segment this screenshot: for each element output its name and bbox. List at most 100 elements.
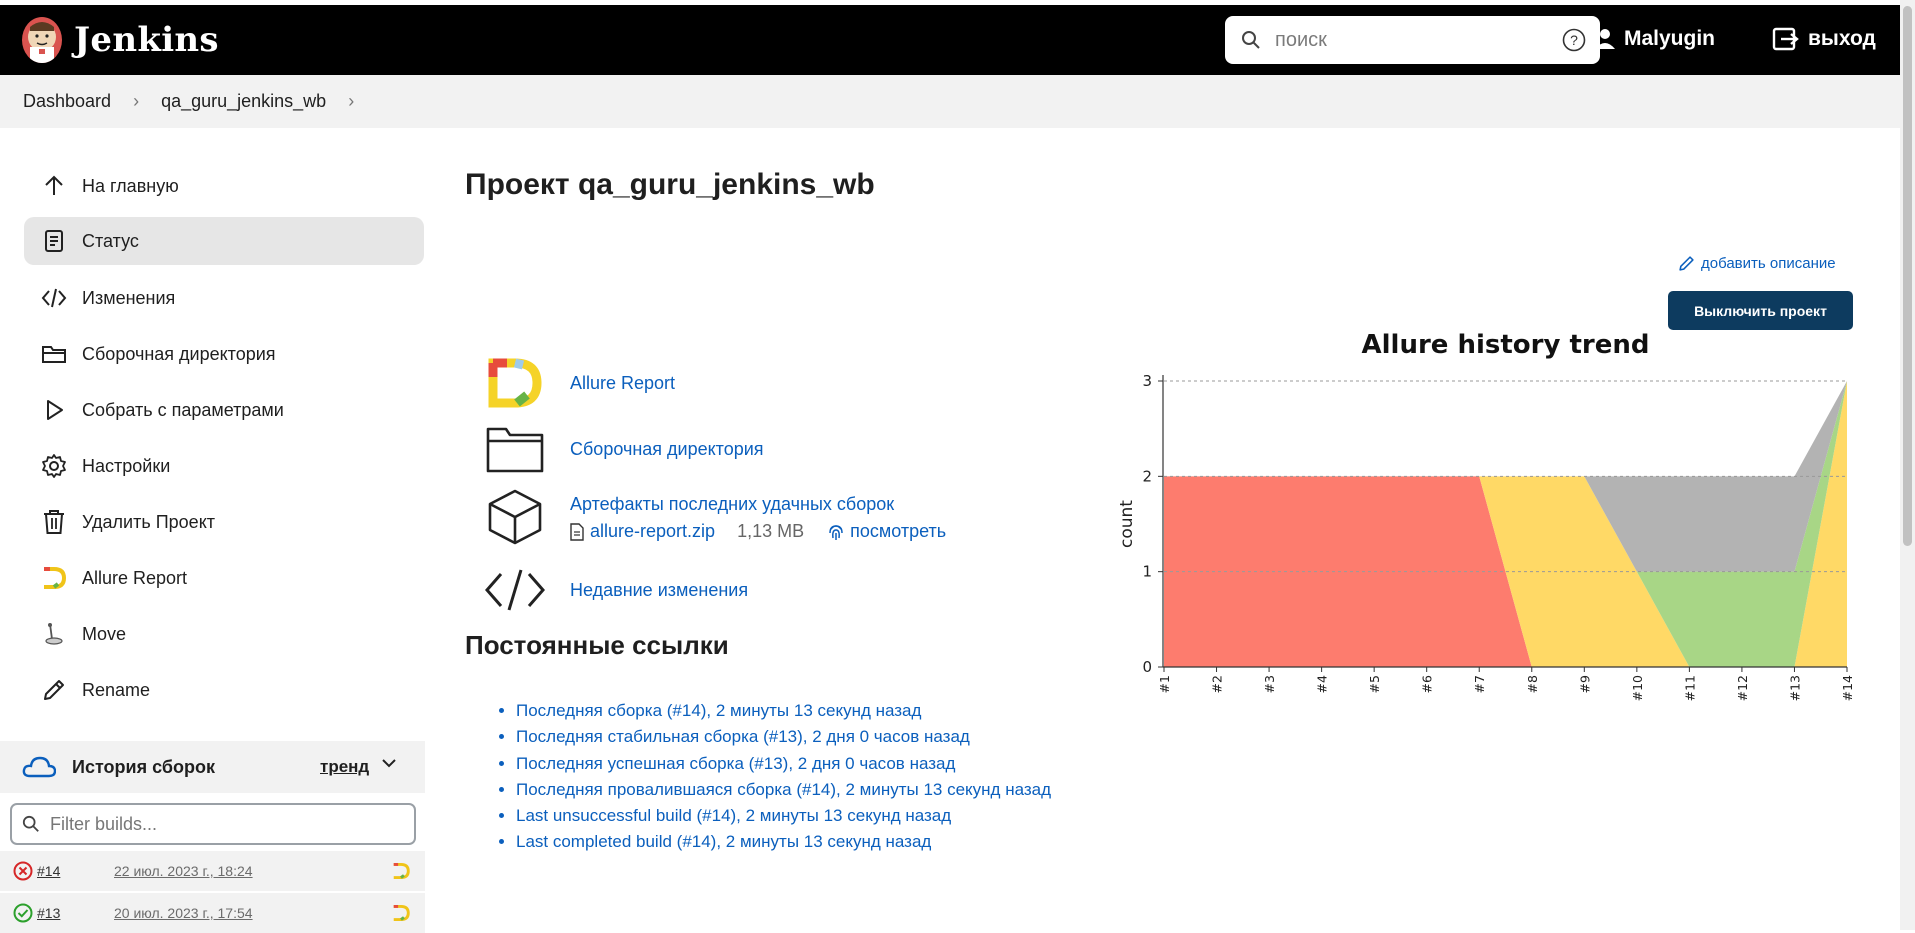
allure-trend-chart[interactable]: Allure history trend 0 1 2 3 count #1 #2 #3 #4 #5 #… xyxy=(1110,325,1860,715)
artifacts-link[interactable]: Артефакты последних удачных сборок xyxy=(570,494,895,514)
sidebar-item-label: Move xyxy=(82,623,127,644)
build-number-link[interactable]: #13 xyxy=(37,905,61,921)
user-link[interactable]: Malyugin xyxy=(1594,27,1715,51)
permalink-last-successful[interactable]: Последняя успешная сборка (#13), 2 дня 0… xyxy=(516,753,956,773)
workspace-row: Сборочная директория xyxy=(485,421,764,477)
trash-icon xyxy=(40,508,68,536)
sidebar-item-label: Собрать с параметрами xyxy=(82,399,284,420)
permalink-last-build[interactable]: Последняя сборка (#14), 2 минуты 13 секу… xyxy=(516,701,922,720)
disable-project-button[interactable]: Выключить проект xyxy=(1668,291,1853,330)
document-icon xyxy=(40,227,68,255)
sidebar-item-move[interactable]: Move xyxy=(24,610,424,658)
artifact-file-link[interactable]: allure-report.zip xyxy=(590,521,716,541)
chevron-down-icon[interactable] xyxy=(382,759,396,768)
filter-builds-box[interactable] xyxy=(10,803,416,845)
sidebar-item-label: На главную xyxy=(82,175,179,196)
top-header: Jenkins ? Malyugin выход xyxy=(0,5,1900,75)
trend-link[interactable]: тренд xyxy=(320,757,370,776)
help-icon[interactable]: ? xyxy=(1562,28,1586,52)
chart-y-tick-label: 2 xyxy=(1142,467,1152,485)
changes-row: Недавние изменения xyxy=(485,562,748,618)
build-number-link[interactable]: #14 xyxy=(37,863,61,879)
artifact-view-link[interactable]: посмотреть xyxy=(850,521,947,541)
sidebar: На главную Статус Изменения Сборочная ди… xyxy=(0,128,430,933)
play-icon xyxy=(40,396,68,424)
package-icon xyxy=(485,489,545,545)
chart-y-tick-label: 1 xyxy=(1142,563,1152,581)
chart-y-tick-label: 0 xyxy=(1142,658,1152,676)
cloud-icon xyxy=(22,756,56,778)
filter-builds-input[interactable] xyxy=(48,812,414,836)
sidebar-item-build-with-params[interactable]: Собрать с параметрами xyxy=(24,386,424,434)
build-date-link[interactable]: 20 июл. 2023 г., 17:54 xyxy=(114,905,253,921)
allure-icon xyxy=(40,564,68,592)
chart-x-tick-label: #6 xyxy=(1420,675,1435,693)
jenkins-logo-icon xyxy=(22,17,62,63)
scrollbar-thumb[interactable] xyxy=(1903,6,1912,546)
chevron-right-icon[interactable]: › xyxy=(348,91,355,111)
breadcrumb-project[interactable]: qa_guru_jenkins_wb xyxy=(161,91,327,111)
search-icon xyxy=(1242,31,1260,49)
chart-x-tick-label: #3 xyxy=(1262,675,1277,693)
chart-x-tick-label: #13 xyxy=(1787,675,1802,701)
permalinks-list: Последняя сборка (#14), 2 минуты 13 секу… xyxy=(496,698,1051,856)
build-history-header: История сборок тренд xyxy=(0,741,425,793)
file-icon xyxy=(570,522,584,541)
page-scrollbar[interactable] xyxy=(1900,0,1915,930)
list-item: Last unsuccessful build (#14), 2 минуты … xyxy=(516,803,1051,829)
artifacts-block: Артефакты последних удачных сборок allur… xyxy=(570,494,946,542)
chart-x-tick-label: #12 xyxy=(1735,675,1750,701)
allure-report-link[interactable]: Allure Report xyxy=(570,372,676,393)
permalink-last-stable[interactable]: Последняя стабильная сборка (#13), 2 дня… xyxy=(516,727,970,747)
code-icon xyxy=(40,284,68,312)
list-item: Последняя сборка (#14), 2 минуты 13 секу… xyxy=(516,698,1051,724)
permalink-last-unsuccessful[interactable]: Last unsuccessful build (#14), 2 минуты … xyxy=(516,806,952,826)
logout-link[interactable]: выход xyxy=(1772,27,1876,51)
sidebar-item-delete-project[interactable]: Удалить Проект xyxy=(24,498,424,546)
chart-x-tick-label: #9 xyxy=(1577,675,1592,693)
sidebar-item-status[interactable]: Статус xyxy=(24,217,424,265)
chart-x-tick-label: #7 xyxy=(1472,675,1487,693)
recent-changes-link[interactable]: Недавние изменения xyxy=(570,579,749,600)
breadcrumb-dashboard[interactable]: Dashboard xyxy=(23,91,112,111)
sidebar-item-rename[interactable]: Rename xyxy=(24,666,424,714)
sidebar-item-workspace[interactable]: Сборочная директория xyxy=(24,330,424,378)
page-title: Проект qa_guru_jenkins_wb xyxy=(465,168,875,201)
search-input[interactable] xyxy=(1273,27,1562,53)
workspace-link[interactable]: Сборочная директория xyxy=(570,438,764,459)
search-box[interactable]: ? xyxy=(1225,16,1600,64)
breadcrumb: Dashboard › qa_guru_jenkins_wb › xyxy=(0,75,1900,128)
chart-x-tick-label: #2 xyxy=(1210,675,1225,693)
success-status-icon xyxy=(13,903,33,923)
build-row[interactable]: #14 22 июл. 2023 г., 18:24 xyxy=(0,851,425,891)
sidebar-item-changes[interactable]: Изменения xyxy=(24,274,424,322)
chart-title: Allure history trend xyxy=(1362,330,1650,360)
chart-x-tick-label: #11 xyxy=(1682,675,1697,701)
allure-icon[interactable] xyxy=(392,863,410,879)
logout-icon xyxy=(1772,27,1799,51)
sidebar-item-settings[interactable]: Настройки xyxy=(24,442,424,490)
chart-x-tick-label: #4 xyxy=(1315,675,1330,693)
permalink-last-completed[interactable]: Last completed build (#14), 2 минуты 13 … xyxy=(516,832,932,852)
chart-series-area-2 xyxy=(1164,381,1847,667)
add-description-link[interactable]: добавить описание xyxy=(1678,255,1836,272)
sidebar-item-home[interactable]: На главную xyxy=(24,162,424,210)
code-icon xyxy=(485,562,545,618)
sidebar-item-label: Rename xyxy=(82,679,151,700)
sidebar-item-label: Сборочная директория xyxy=(82,343,276,364)
jenkins-home-link[interactable]: Jenkins xyxy=(22,15,219,65)
allure-report-row: Allure Report xyxy=(485,355,675,411)
gear-icon xyxy=(40,452,68,480)
svg-text:?: ? xyxy=(1570,32,1578,48)
user-icon xyxy=(1595,29,1615,49)
move-icon xyxy=(40,620,68,648)
chevron-right-icon: › xyxy=(133,91,140,111)
allure-icon[interactable] xyxy=(392,905,410,921)
build-row[interactable]: #13 20 июл. 2023 г., 17:54 xyxy=(0,893,425,933)
artifact-file-line: allure-report.zip 1,13 MB посмотреть xyxy=(570,521,946,542)
permalink-last-failed[interactable]: Последняя провалившаяся сборка (#14), 2 … xyxy=(516,779,1052,799)
sidebar-item-allure-report[interactable]: Allure Report xyxy=(24,554,424,602)
search-icon xyxy=(22,815,39,832)
fingerprint-icon[interactable] xyxy=(828,523,844,541)
build-date-link[interactable]: 22 июл. 2023 г., 18:24 xyxy=(114,863,253,879)
